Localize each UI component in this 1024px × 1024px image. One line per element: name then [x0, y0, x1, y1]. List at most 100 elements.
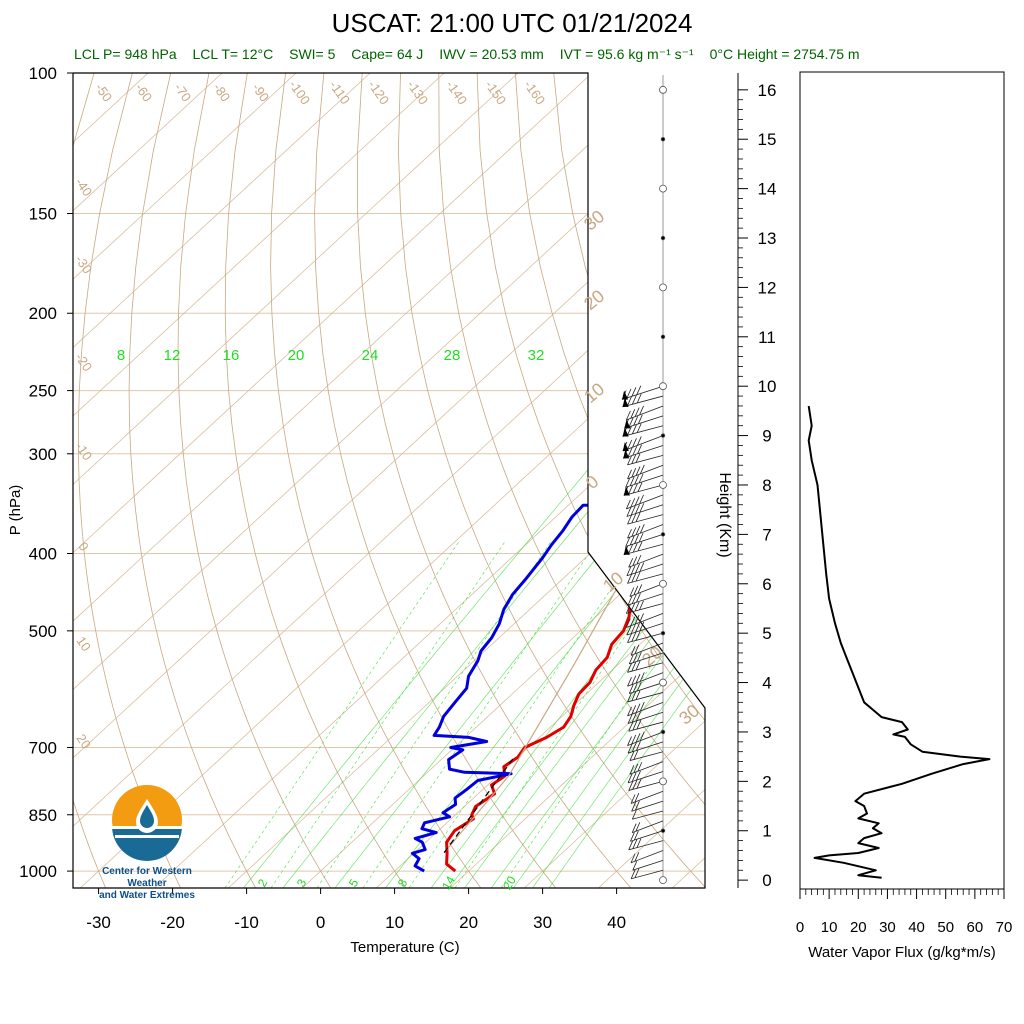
wind-barb-feather — [631, 810, 637, 820]
wind-barb-feather — [635, 703, 641, 713]
dry-adiabat-line — [899, 73, 1024, 888]
wind-barb-feather — [634, 534, 639, 544]
wind-barb-feather — [635, 623, 640, 633]
wind-barb-staff — [626, 504, 664, 517]
flux-x-tick-label: 0 — [796, 919, 804, 936]
wind-barb-staff — [628, 780, 664, 791]
height-tick-label: 12 — [758, 278, 777, 297]
wind-barb-feather — [630, 505, 636, 516]
dry-adiabat-line — [822, 73, 1024, 888]
wind-barb-pennant — [624, 419, 631, 429]
wind-barb-feather — [627, 574, 632, 584]
wind-barb-feather — [627, 736, 632, 746]
wind-barb-feather — [635, 571, 641, 582]
wind-barb-feather — [632, 683, 638, 693]
wind-barb-staff — [627, 632, 664, 644]
wind-barb-feather — [631, 823, 637, 833]
wind-barb-staff — [629, 751, 664, 761]
wind-barb-feather — [634, 868, 640, 878]
wind-barb-feather — [630, 853, 636, 863]
wind-barb-feather — [637, 541, 643, 552]
isotherm-line — [73, 73, 519, 888]
stat-swi: SWI= 5 — [289, 46, 336, 62]
wind-barb-feather — [639, 405, 644, 416]
height-tick-label: 8 — [762, 476, 771, 495]
skew-t-frame — [72, 72, 706, 889]
sounding-stats: LCL P= 948 hPa LCL T= 12°C SWI= 5 Cape= … — [74, 46, 872, 63]
mixing-ratio-top-label: 8 — [117, 347, 125, 364]
flux-x-tick-label: 50 — [937, 919, 954, 936]
wind-barb-feather — [634, 407, 640, 417]
wind-barb-feather — [632, 543, 638, 553]
wind-barb-feather — [635, 631, 641, 641]
dry-adiabat-line — [128, 73, 257, 888]
wind-barb-staff — [626, 494, 664, 510]
wind-barb-staff — [627, 672, 664, 687]
wind-barb-feather — [635, 525, 641, 536]
mixing-ratio-top-label: 28 — [444, 347, 461, 364]
logo-text-line-1: Center for Western Weather — [102, 866, 192, 889]
isotherm-line — [302, 73, 705, 888]
wind-barb-feather — [627, 426, 632, 436]
height-tick-label: 9 — [762, 427, 771, 446]
wind-barb-staff — [630, 830, 664, 842]
height-tick-label: 4 — [762, 674, 771, 693]
wind-barb-feather — [636, 554, 642, 565]
wind-barb-feather — [631, 395, 637, 405]
x-tick-label: 20 — [459, 913, 478, 932]
wind-barb-feather — [631, 691, 637, 701]
isotherm-line — [746, 73, 1024, 888]
wind-barb-feather — [627, 633, 632, 643]
barb-level-marker — [660, 433, 666, 438]
barb-level-marker — [659, 876, 667, 885]
wind-barb-feather — [633, 416, 639, 426]
y-tick-label: 100 — [29, 64, 57, 83]
isotherm-line — [450, 73, 705, 888]
wind-barb-staff — [631, 869, 664, 880]
barb-level-marker — [659, 184, 667, 193]
wind-barb-feather — [625, 604, 631, 614]
wind-barb-feather — [631, 468, 637, 478]
isotherm-top-label: -110 — [326, 78, 353, 107]
wind-barb-feather — [628, 781, 634, 791]
height-tick-label: 15 — [758, 130, 777, 149]
mixing-ratio-top-label: 20 — [288, 347, 305, 364]
barb-level-marker — [659, 678, 667, 687]
y-tick-label: 400 — [29, 544, 57, 563]
stat-ivt: IVT = 95.6 kg m⁻¹ s⁻¹ — [559, 46, 694, 62]
isotherm-right-label: 30 — [580, 206, 608, 234]
isotherm-left-label: -30 — [72, 252, 95, 276]
logo-water — [112, 826, 182, 861]
wind-barb-feather — [630, 498, 636, 508]
height-axis-label: Height (Km) — [716, 472, 733, 557]
isotherm-left-label: -40 — [72, 175, 95, 199]
dry-adiabat-line — [553, 73, 705, 888]
height-tick-label: 6 — [762, 575, 771, 594]
dry-adiabat-line — [270, 73, 482, 888]
y-tick-label: 1000 — [19, 862, 57, 881]
wind-barb-feather — [631, 713, 637, 723]
wind-barb-staff — [626, 563, 664, 577]
dry-adiabat-line — [224, 73, 407, 888]
wind-barb-staff — [626, 613, 664, 628]
wind-barb-feather — [636, 652, 642, 662]
isotherm-top-label: -80 — [210, 80, 233, 104]
barb-level-marker — [660, 729, 666, 735]
wind-barb-staff — [627, 701, 664, 717]
y-tick-label: 850 — [29, 806, 57, 825]
wind-barb-feather — [625, 410, 631, 421]
wind-barb-feather — [631, 742, 637, 752]
dry-adiabat-line — [73, 73, 106, 888]
stat-iwv: IWV = 20.53 mm — [439, 46, 544, 62]
wind-barb-feather — [637, 762, 643, 772]
dry-adiabat-line — [629, 73, 705, 888]
y-tick-label: 500 — [29, 622, 57, 641]
dry-adiabat-line — [397, 73, 705, 888]
wind-barb-staff — [628, 840, 664, 851]
mixing-ratio-bottom-label: 20 — [500, 873, 519, 892]
wind-barb-pennant — [623, 545, 630, 555]
x-tick-label: -20 — [160, 913, 185, 932]
wind-barb-feather — [637, 444, 642, 454]
mixing-ratio-line — [532, 390, 705, 888]
